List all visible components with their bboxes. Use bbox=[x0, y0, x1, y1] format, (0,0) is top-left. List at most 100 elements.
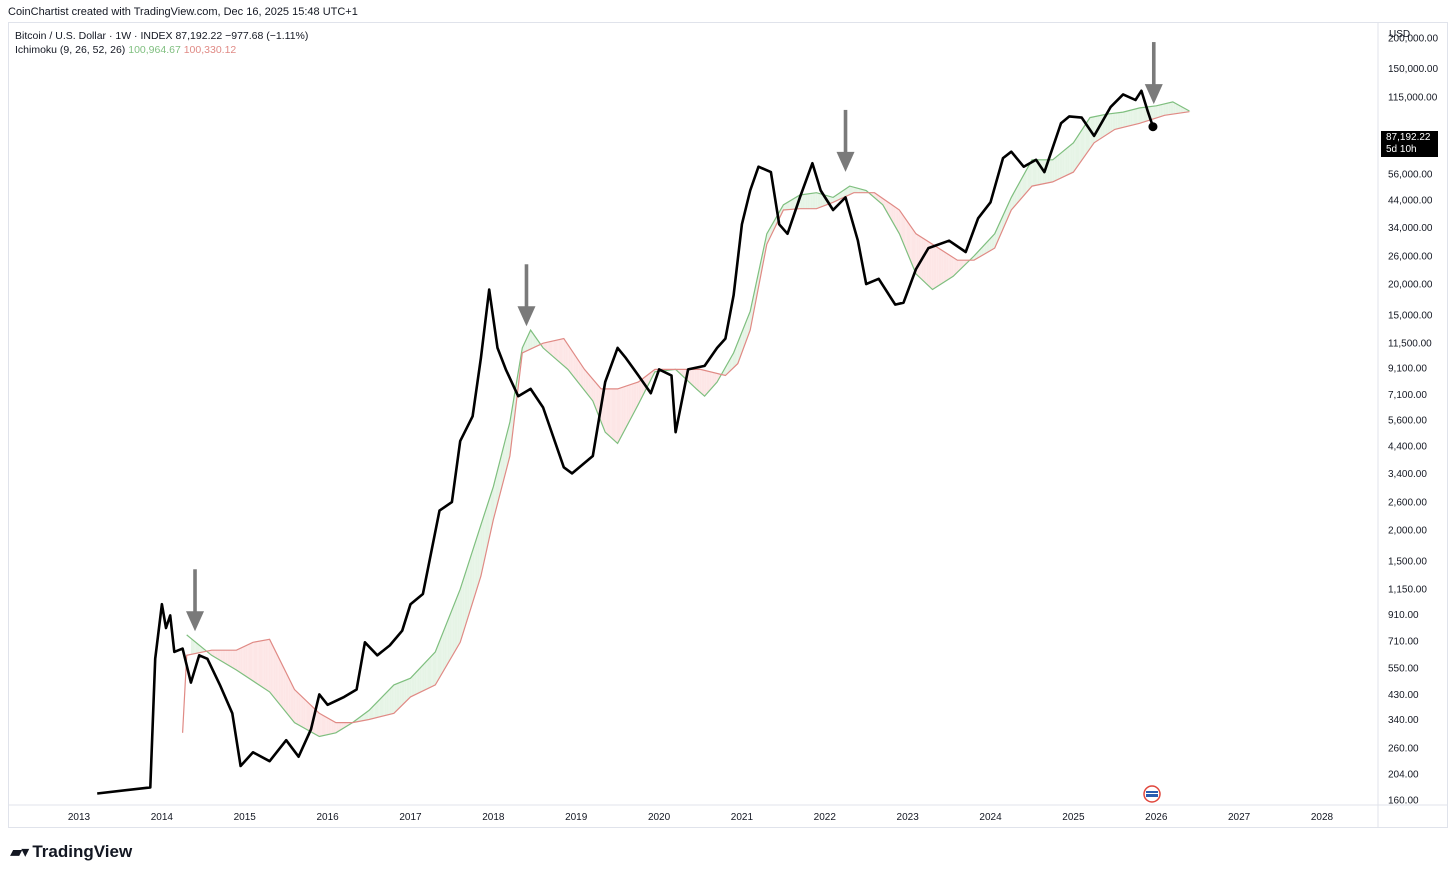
cloud-segment bbox=[318, 712, 321, 737]
cloud-segment bbox=[567, 343, 569, 371]
cloud-segment bbox=[1150, 106, 1153, 120]
cloud-segment bbox=[467, 560, 470, 619]
cloud-segment bbox=[729, 357, 732, 372]
cloud-segment bbox=[227, 650, 229, 666]
tradingview-logo[interactable]: ▰▾ TradingView bbox=[10, 842, 132, 862]
cloud-segment bbox=[293, 687, 296, 724]
cloud-segment bbox=[596, 384, 599, 416]
cloud-segment bbox=[1003, 212, 1005, 229]
cloud-segment bbox=[533, 334, 536, 348]
cloud-segment bbox=[984, 242, 987, 254]
cloud-segment bbox=[258, 640, 261, 686]
cloud-segment bbox=[396, 683, 398, 711]
year-tick-label: 2023 bbox=[897, 812, 920, 823]
cloud-segment bbox=[243, 645, 246, 676]
cloud-segment bbox=[628, 384, 631, 423]
cloud-segment bbox=[482, 514, 485, 569]
cloud-segment bbox=[575, 355, 577, 381]
cloud-segment bbox=[1155, 105, 1158, 119]
economic-event-flag[interactable] bbox=[1143, 785, 1161, 803]
cloud-segment bbox=[1052, 158, 1055, 182]
cloud-segment bbox=[898, 209, 901, 236]
cloud-segment bbox=[701, 369, 703, 395]
year-tick-label: 2027 bbox=[1228, 812, 1251, 823]
cloud-segment bbox=[325, 716, 327, 736]
price-tick-label: 20,000.00 bbox=[1388, 280, 1433, 291]
cloud-segment bbox=[1110, 113, 1113, 133]
cloud-segment bbox=[1127, 110, 1129, 127]
year-tick-label: 2015 bbox=[234, 812, 257, 823]
cloud-segment bbox=[621, 386, 624, 436]
cloud-segment bbox=[809, 193, 811, 209]
cloud-segment bbox=[442, 628, 445, 673]
cloud-segment bbox=[422, 663, 425, 691]
cloud-segment bbox=[568, 346, 571, 373]
cloud-segment bbox=[910, 225, 912, 264]
price-tick-label: 1,500.00 bbox=[1388, 556, 1427, 567]
cloud-segment bbox=[1112, 113, 1114, 131]
year-tick-label: 2013 bbox=[68, 812, 91, 823]
cloud-segment bbox=[532, 332, 534, 349]
cloud-segment bbox=[306, 701, 309, 731]
cloud-segment bbox=[1069, 144, 1071, 175]
time-axis[interactable]: 2013 2014 2015 2016 2017 2018 2019 2020 2021 2022… bbox=[68, 812, 1334, 823]
cloud-segment bbox=[845, 187, 848, 197]
cloud-segment bbox=[292, 684, 294, 722]
cloud-segment bbox=[804, 194, 806, 209]
cloud-segment bbox=[1170, 102, 1172, 115]
cloud-segment bbox=[842, 190, 844, 199]
cloud-segment bbox=[192, 639, 195, 655]
cloud-segment bbox=[296, 691, 299, 725]
cloud-segment bbox=[562, 338, 564, 366]
price-tick-label: 150,000.00 bbox=[1388, 64, 1438, 75]
year-tick-label: 2014 bbox=[151, 812, 174, 823]
cloud-segment bbox=[946, 253, 949, 281]
cloud-segment bbox=[469, 555, 471, 614]
price-tick-label: 56,000.00 bbox=[1388, 170, 1433, 181]
cloud-segment bbox=[852, 186, 854, 194]
ichimoku-spans bbox=[182, 101, 1190, 738]
price-tick-label: 115,000.00 bbox=[1388, 93, 1438, 104]
cloud-segment bbox=[1026, 167, 1028, 193]
cloud-segment bbox=[913, 230, 916, 272]
cloud-segment bbox=[633, 383, 635, 414]
cloud-segment bbox=[242, 646, 244, 675]
cloud-segment bbox=[225, 650, 228, 665]
symbol-line[interactable]: Bitcoin / U.S. Dollar · 1W · INDEX bbox=[15, 30, 173, 42]
cloud-segment bbox=[552, 340, 554, 358]
cloud-segment bbox=[1130, 109, 1133, 126]
cloud-segment bbox=[1031, 159, 1033, 188]
indicator-name[interactable]: Ichimoku (9, 26, 52, 26) bbox=[15, 44, 126, 56]
currency-label[interactable]: USD bbox=[1389, 29, 1411, 40]
year-tick-label: 2016 bbox=[316, 812, 339, 823]
cloud-segment bbox=[267, 639, 269, 692]
cloud-segment bbox=[698, 369, 700, 392]
cloud-segment bbox=[237, 649, 239, 672]
cloud-segment bbox=[250, 642, 253, 681]
cloud-segment bbox=[489, 494, 491, 539]
cloud-segment bbox=[195, 642, 198, 654]
cloud-segment bbox=[565, 341, 568, 369]
last-price-tag: 87,192.22 5d 10h bbox=[1381, 131, 1438, 157]
cloud-segment bbox=[699, 369, 702, 394]
cloud-segment bbox=[933, 244, 935, 289]
year-tick-label: 2025 bbox=[1062, 812, 1085, 823]
cloud-segment bbox=[1077, 134, 1080, 167]
price-tick-label: 11,500.00 bbox=[1388, 339, 1432, 350]
cloud-segment bbox=[331, 720, 334, 734]
cloud-segment bbox=[248, 643, 251, 680]
year-tick-label: 2024 bbox=[979, 812, 1002, 823]
cloud-segment bbox=[530, 330, 533, 349]
cloud-segment bbox=[857, 188, 859, 193]
cloud-segment bbox=[903, 215, 906, 248]
cloud-segment bbox=[580, 363, 582, 388]
cloud-segment bbox=[308, 703, 311, 732]
cloud-segment bbox=[222, 650, 224, 663]
cloud-segment bbox=[490, 489, 493, 532]
price-axis[interactable]: 200,000.00 150,000.00 115,000.00 56,000.00 4… bbox=[1388, 34, 1438, 807]
cloud-segment bbox=[981, 246, 984, 256]
cloud-segment bbox=[949, 255, 952, 279]
cloud-segment bbox=[805, 194, 808, 209]
cloud-segment bbox=[1080, 128, 1083, 162]
